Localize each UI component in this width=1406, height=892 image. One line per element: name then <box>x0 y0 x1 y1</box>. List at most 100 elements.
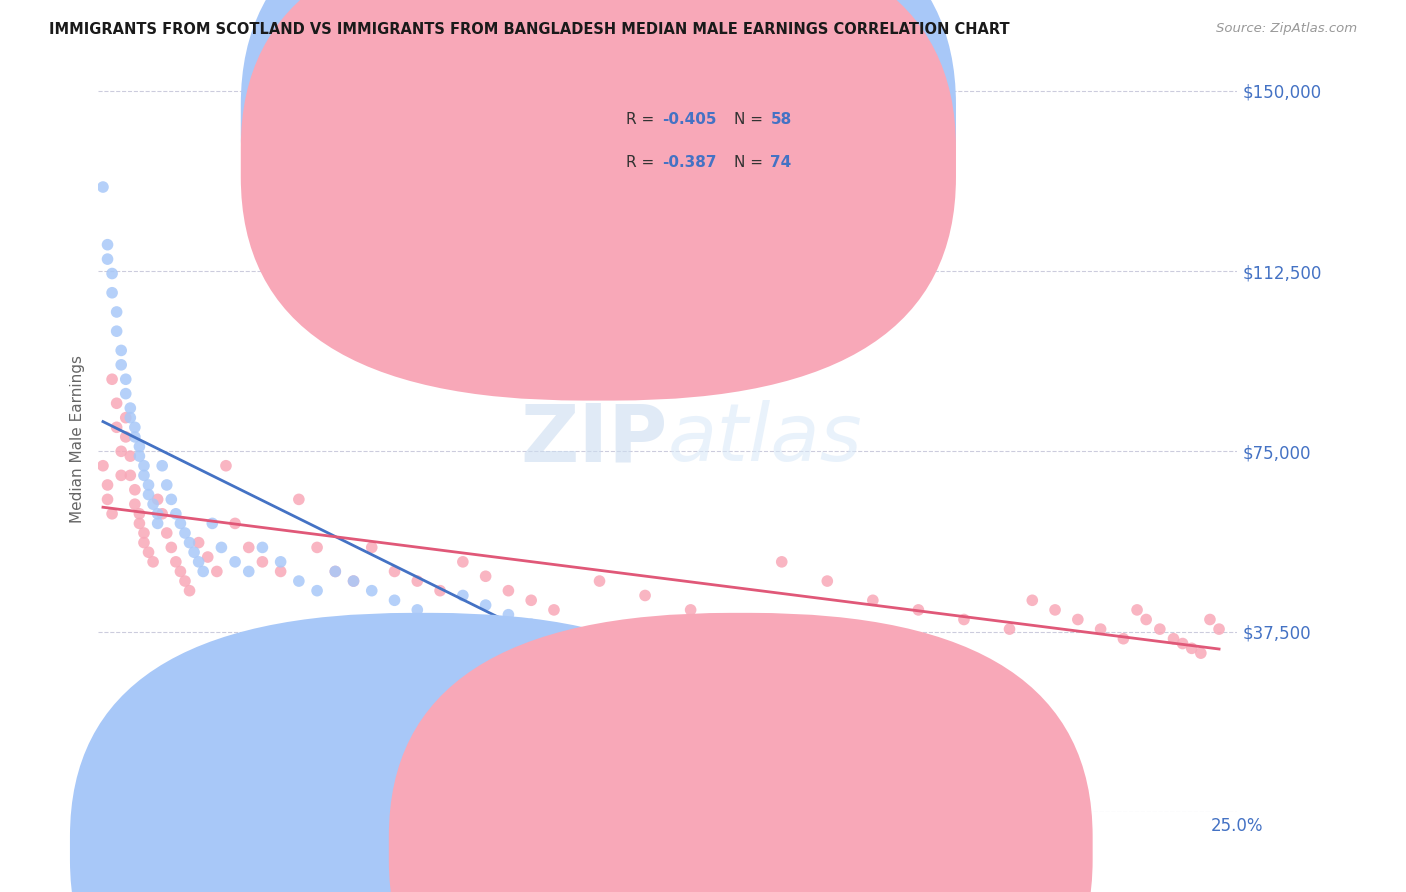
Text: N =: N = <box>734 112 768 127</box>
Point <box>114 410 136 425</box>
Point <box>96 478 118 492</box>
Text: ZIP: ZIP <box>520 401 668 478</box>
Point <box>183 545 205 559</box>
Point <box>128 449 150 463</box>
Point <box>238 541 260 555</box>
Point <box>187 535 209 549</box>
Point <box>498 607 520 622</box>
Text: -0.405: -0.405 <box>662 112 717 127</box>
Point <box>174 574 197 588</box>
Point <box>91 180 114 194</box>
Point <box>323 565 346 579</box>
Point <box>725 641 748 656</box>
Point <box>307 541 329 555</box>
FancyBboxPatch shape <box>565 96 827 190</box>
Point <box>451 589 474 603</box>
Point <box>160 541 183 555</box>
Point <box>323 565 346 579</box>
Point <box>1126 603 1149 617</box>
Point <box>1021 593 1043 607</box>
Point <box>815 574 838 588</box>
Point <box>224 555 246 569</box>
Point <box>101 285 124 300</box>
Point <box>1189 646 1212 660</box>
Point <box>474 598 496 612</box>
Point <box>270 565 292 579</box>
Point <box>406 574 429 588</box>
Point <box>124 430 146 444</box>
Text: 74: 74 <box>770 154 792 169</box>
Point <box>110 468 132 483</box>
Text: R =: R = <box>626 112 659 127</box>
Point <box>156 478 179 492</box>
Point <box>238 565 260 579</box>
FancyBboxPatch shape <box>389 613 1092 892</box>
Point <box>101 267 124 281</box>
Point <box>142 555 165 569</box>
Point <box>862 593 884 607</box>
Point <box>270 555 292 569</box>
Point <box>679 632 702 646</box>
Point <box>543 603 565 617</box>
Point <box>205 565 228 579</box>
Text: -0.387: -0.387 <box>662 154 717 169</box>
Point <box>634 622 657 636</box>
FancyBboxPatch shape <box>240 0 956 358</box>
Point <box>96 237 118 252</box>
Point <box>498 583 520 598</box>
Point <box>907 603 929 617</box>
Point <box>120 468 142 483</box>
Point <box>770 555 793 569</box>
Point <box>110 444 132 458</box>
Point <box>165 507 187 521</box>
Point <box>138 545 160 559</box>
Point <box>132 535 155 549</box>
Point <box>1208 622 1230 636</box>
Point <box>124 497 146 511</box>
Point <box>138 487 160 501</box>
Point <box>360 583 382 598</box>
Point <box>150 507 173 521</box>
Point <box>1067 613 1090 627</box>
FancyBboxPatch shape <box>240 0 956 401</box>
Point <box>120 449 142 463</box>
Point <box>384 593 406 607</box>
Point <box>474 569 496 583</box>
Point <box>110 358 132 372</box>
Text: R =: R = <box>626 154 659 169</box>
Point <box>146 516 169 531</box>
Point <box>1043 603 1066 617</box>
Point <box>1149 622 1171 636</box>
Point <box>142 497 165 511</box>
Text: N =: N = <box>734 154 768 169</box>
Point <box>360 541 382 555</box>
Point <box>156 526 179 541</box>
Point <box>288 574 311 588</box>
Point <box>132 468 155 483</box>
Point <box>201 516 224 531</box>
Point <box>105 396 128 410</box>
Point <box>146 492 169 507</box>
Point <box>307 583 329 598</box>
Text: Source: ZipAtlas.com: Source: ZipAtlas.com <box>1216 22 1357 36</box>
Point <box>101 372 124 386</box>
Point <box>169 565 191 579</box>
Point <box>252 541 274 555</box>
Point <box>105 324 128 338</box>
Point <box>160 492 183 507</box>
Point <box>770 698 793 713</box>
Point <box>520 593 543 607</box>
Point <box>179 583 201 598</box>
Point <box>1135 613 1157 627</box>
Point <box>105 420 128 434</box>
Point <box>588 574 610 588</box>
Point <box>124 483 146 497</box>
Point <box>429 613 451 627</box>
Point <box>429 583 451 598</box>
Point <box>634 589 657 603</box>
Point <box>197 549 219 564</box>
Point <box>1199 613 1222 627</box>
Point <box>128 440 150 454</box>
Point <box>1181 641 1204 656</box>
Point <box>224 516 246 531</box>
